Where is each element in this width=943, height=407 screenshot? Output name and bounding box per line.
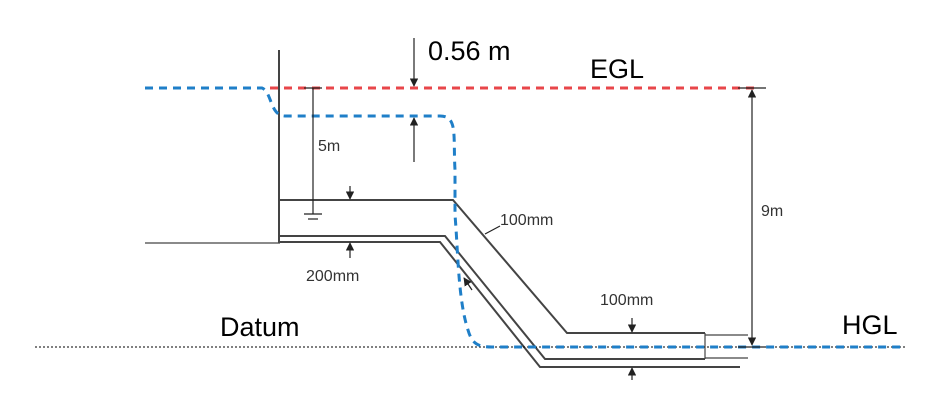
head-loss-label: 0.56 m [428, 36, 511, 66]
pipe-bottom-label: 200mm [306, 268, 359, 285]
pipe-upper-leader [484, 225, 501, 235]
datum-label: Datum [220, 312, 300, 342]
hgl-label: HGL [842, 310, 898, 340]
incline-arrow [463, 277, 473, 291]
hgl-line [145, 86, 905, 349]
egl-label: EGL [590, 54, 644, 84]
pipe-top-edge [279, 199, 705, 334]
pipe-lower-label: 100mm [600, 292, 653, 309]
depth-label: 5m [318, 138, 340, 155]
pipe-bottom-edge-outer [279, 241, 740, 368]
total-height-label: 9m [761, 203, 783, 220]
pipe-bottom-edge [279, 235, 705, 360]
pipe-upper-label: 100mm [500, 212, 553, 229]
